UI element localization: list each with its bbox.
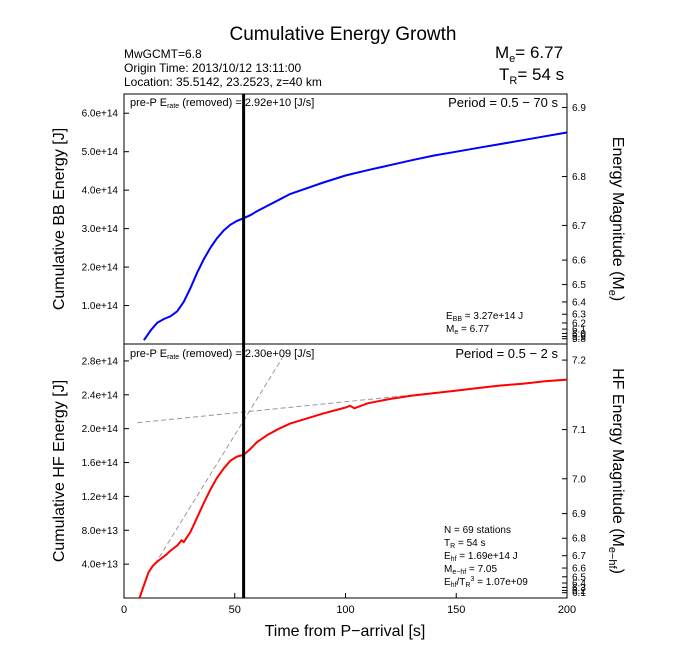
bb-energy-panel: 1.0e+14 2.0e+14 3.0e+14 4.0e+14 5.0e+14 6.0e+…: [51, 93, 626, 345]
station-count-annotation: N = 69 stations: [444, 525, 511, 536]
tr-summary: TR= 54 s: [499, 65, 564, 87]
magnitude-tick-label: 6.2: [572, 586, 586, 597]
magnitude-tick-label: 5.8: [572, 334, 586, 345]
hf-magnitude-axis-ticks: 7.2 7.1 7.0 6.9 6.8 6.7 6.66.56.46.36.26.1: [562, 356, 586, 599]
bb-plot-frame: [123, 93, 568, 345]
magnitude-tick-label: 6.2: [572, 318, 586, 329]
magnitude-tick-label: 6.4: [572, 578, 586, 589]
magnitude-tick-label: 6.8: [572, 172, 586, 183]
magnitude-tick-label: 6.1: [572, 588, 586, 599]
bb-y-axis-label: Cumulative BB Energy [J]: [51, 128, 68, 310]
bb-energy-annotation: EBB = 3.27e+14 J: [446, 311, 523, 323]
magnitude-tick-label: 6.0: [572, 329, 586, 340]
magnitude-tick-label: 6.7: [572, 221, 586, 232]
bb-period-label: Period = 0.5 − 70 s: [448, 95, 558, 110]
bb-magnitude-axis-label: Energy Magnitude (Me): [606, 137, 626, 301]
figure-title: Cumulative Energy Growth: [229, 24, 456, 45]
magnitude-tick-label: 5.9: [572, 332, 586, 343]
bb-me-annotation: Me = 6.77: [446, 324, 490, 336]
y-tick-label: 3.0e+14: [82, 224, 119, 235]
y-tick-label: 2.0e+14: [82, 424, 119, 435]
event-magnitude-text: MwGCMT=6.8: [124, 47, 202, 61]
magnitude-tick-label: 7.2: [572, 356, 586, 367]
hf-magnitude-axis-label: HF Energy Magnitude (Me−hf): [606, 368, 626, 574]
hf-energy-annotation: Ehf = 1.69e+14 J: [444, 551, 518, 563]
hf-pre-p-rate-label: pre-P Erate (removed) = 2.30e+09 [J/s]: [130, 348, 314, 361]
magnitude-tick-label: 6.6: [572, 564, 586, 575]
hf-y-axis-label: Cumulative HF Energy [J]: [51, 380, 68, 562]
y-tick-label: 4.0e+14: [82, 186, 119, 197]
x-tick-label: 200: [558, 604, 576, 616]
magnitude-tick-label: 6.1: [572, 325, 586, 336]
location-text: Location: 35.5142, 23.2523, z=40 km: [124, 75, 322, 89]
bb-y-axis-ticks: 1.0e+14 2.0e+14 3.0e+14 4.0e+14 5.0e+14 6.0e+…: [82, 109, 129, 312]
y-tick-label: 2.0e+14: [82, 263, 119, 274]
bb-magnitude-axis-ticks: 6.9 6.8 6.7 6.6 6.5 6.4 6.36.26.16.05.95.8: [562, 103, 586, 345]
x-tick-label: 100: [336, 604, 354, 616]
y-tick-label: 1.0e+14: [82, 301, 119, 312]
y-tick-label: 6.0e+14: [82, 109, 119, 120]
reference-line: [137, 390, 457, 424]
origin-time-text: Origin Time: 2013/10/12 13:11:00: [124, 61, 302, 75]
hf-reference-lines: [137, 352, 457, 565]
x-axis-ticks: 0 50 100 150 200: [121, 593, 576, 616]
magnitude-tick-label: 6.9: [572, 103, 586, 114]
x-tick-label: 0: [121, 604, 127, 616]
hf-y-axis-ticks: 4.0e+13 8.0e+13 1.2e+14 1.6e+14 2.0e+14 2.4e+…: [82, 356, 129, 571]
magnitude-tick-label: 7.1: [572, 425, 586, 436]
magnitude-tick-label: 6.3: [572, 583, 586, 594]
y-tick-label: 5.0e+14: [82, 147, 119, 158]
magnitude-tick-label: 6.3: [572, 310, 586, 321]
hf-tr-annotation: TR = 54 s: [444, 538, 485, 550]
magnitude-tick-label: 6.6: [572, 256, 586, 267]
y-tick-label: 1.2e+14: [82, 492, 119, 503]
y-tick-label: 4.0e+13: [82, 560, 119, 571]
reference-line: [154, 352, 287, 565]
me-summary: Me= 6.77: [495, 43, 563, 65]
y-tick-label: 1.6e+14: [82, 458, 119, 469]
y-tick-label: 2.4e+14: [82, 390, 119, 401]
bb-pre-p-rate-label: pre-P Erate (removed) = 2.92e+10 [J/s]: [130, 97, 314, 110]
hf-energy-series-line: [138, 378, 568, 599]
hf-period-label: Period = 0.5 − 2 s: [455, 346, 558, 361]
magnitude-tick-label: 6.8: [572, 534, 586, 545]
y-tick-label: 2.8e+14: [82, 356, 119, 367]
hf-magnitude-annotation: Me−hf = 7.05: [444, 564, 497, 576]
x-tick-label: 150: [447, 604, 465, 616]
x-axis-label: Time from P−arrival [s]: [265, 623, 426, 640]
magnitude-tick-label: 6.9: [572, 509, 586, 520]
hf-energy-ratio-annotation: Ehf/TR3 = 1.07e+09: [444, 576, 528, 589]
x-tick-label: 50: [229, 604, 241, 616]
magnitude-tick-label: 6.4: [572, 297, 586, 308]
y-tick-label: 8.0e+13: [82, 526, 119, 537]
magnitude-tick-label: 6.7: [572, 551, 586, 562]
hf-energy-panel: 4.0e+13 8.0e+13 1.2e+14 1.6e+14 2.0e+14 2.4e+…: [51, 343, 626, 640]
magnitude-tick-label: 6.5: [572, 280, 586, 291]
magnitude-tick-label: 6.5: [572, 572, 586, 583]
bb-energy-series-line: [143, 131, 568, 341]
magnitude-tick-label: 7.0: [572, 474, 586, 485]
